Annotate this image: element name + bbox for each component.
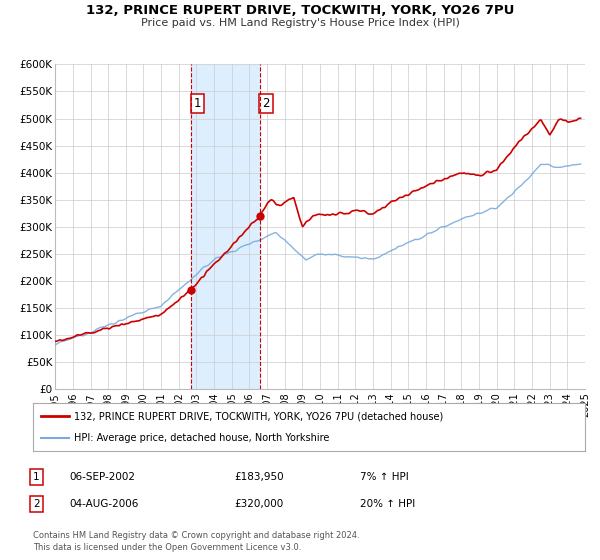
Text: 7% ↑ HPI: 7% ↑ HPI bbox=[360, 472, 409, 482]
Text: £183,950: £183,950 bbox=[234, 472, 284, 482]
Text: 2: 2 bbox=[262, 97, 270, 110]
Text: 1: 1 bbox=[193, 97, 201, 110]
Text: 1: 1 bbox=[33, 472, 40, 482]
Text: Contains HM Land Registry data © Crown copyright and database right 2024.
This d: Contains HM Land Registry data © Crown c… bbox=[33, 531, 359, 552]
Text: HPI: Average price, detached house, North Yorkshire: HPI: Average price, detached house, Nort… bbox=[74, 433, 330, 443]
Text: 132, PRINCE RUPERT DRIVE, TOCKWITH, YORK, YO26 7PU (detached house): 132, PRINCE RUPERT DRIVE, TOCKWITH, YORK… bbox=[74, 411, 443, 421]
Text: 2: 2 bbox=[33, 499, 40, 509]
Text: 04-AUG-2006: 04-AUG-2006 bbox=[69, 499, 139, 509]
Text: 132, PRINCE RUPERT DRIVE, TOCKWITH, YORK, YO26 7PU: 132, PRINCE RUPERT DRIVE, TOCKWITH, YORK… bbox=[86, 4, 514, 17]
Text: £320,000: £320,000 bbox=[234, 499, 283, 509]
Text: 06-SEP-2002: 06-SEP-2002 bbox=[69, 472, 135, 482]
Text: 20% ↑ HPI: 20% ↑ HPI bbox=[360, 499, 415, 509]
Text: Price paid vs. HM Land Registry's House Price Index (HPI): Price paid vs. HM Land Registry's House … bbox=[140, 18, 460, 28]
Bar bbox=[191, 64, 260, 389]
